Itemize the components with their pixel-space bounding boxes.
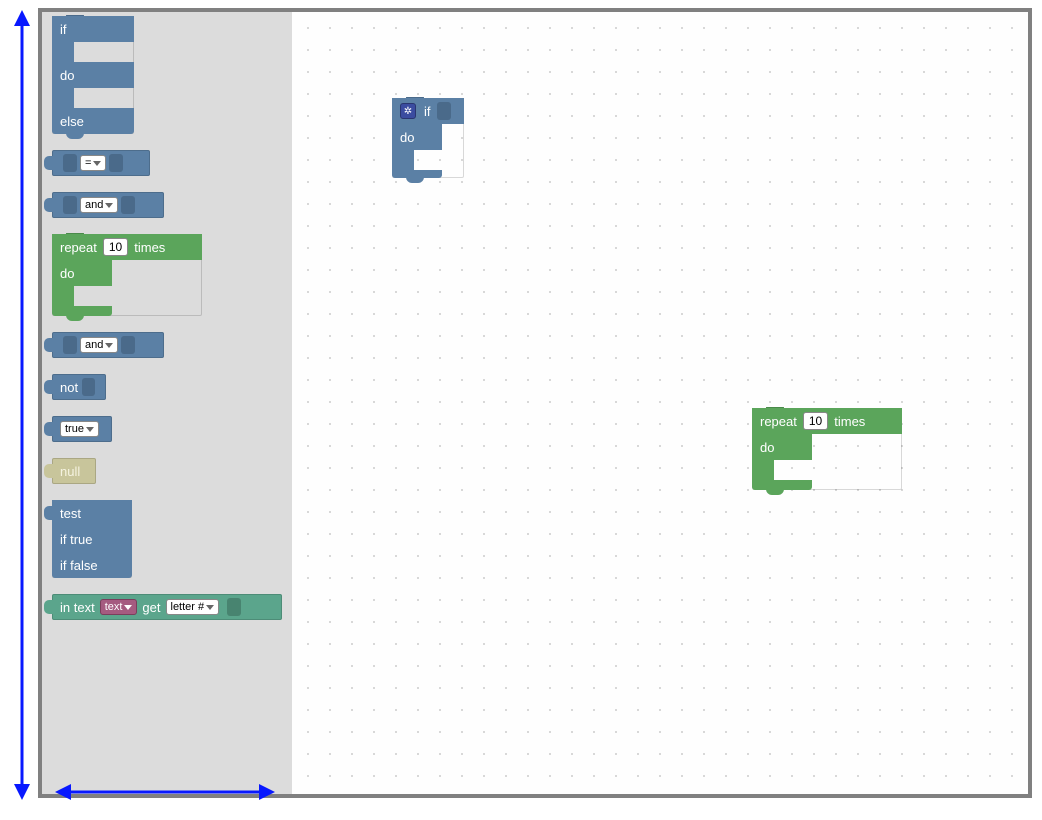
- and1-right-socket[interactable]: [121, 196, 135, 214]
- block-logic-and-1[interactable]: and: [52, 192, 164, 218]
- and1-left-socket[interactable]: [63, 196, 77, 214]
- label-null: null: [60, 464, 80, 479]
- label-repeat-do: do: [60, 266, 74, 281]
- label-do: do: [60, 68, 74, 83]
- var-dropdown[interactable]: text: [100, 599, 138, 615]
- label-times: times: [134, 240, 165, 255]
- canvas-label-times: times: [834, 414, 865, 429]
- compare-left-socket[interactable]: [63, 154, 77, 172]
- workspace: if do else: [38, 8, 1032, 798]
- label-test: test: [60, 506, 81, 521]
- boolean-dropdown[interactable]: true: [60, 421, 99, 437]
- canvas[interactable]: ✲ if do repeat 10 times: [292, 12, 1028, 794]
- repeat-count-field[interactable]: 10: [103, 238, 128, 256]
- horizontal-scroll-arrow-icon: [55, 782, 275, 802]
- compare-right-socket[interactable]: [109, 154, 123, 172]
- label-else: else: [60, 114, 84, 129]
- and1-op-dropdown[interactable]: and: [80, 197, 118, 213]
- and2-right-socket[interactable]: [121, 336, 135, 354]
- app-frame: if do else: [0, 0, 1042, 820]
- block-logic-and-2[interactable]: and: [52, 332, 164, 358]
- gear-icon[interactable]: ✲: [400, 103, 416, 119]
- if-cond-socket[interactable]: [437, 102, 451, 120]
- canvas-label-repeat: repeat: [760, 414, 797, 429]
- block-repeat-times[interactable]: repeat 10 times do: [52, 234, 202, 316]
- canvas-label-repeat-do: do: [760, 440, 774, 455]
- canvas-label-do: do: [400, 130, 414, 145]
- block-if-do-else[interactable]: if do else: [52, 16, 134, 134]
- and2-left-socket[interactable]: [63, 336, 77, 354]
- and2-op-dropdown[interactable]: and: [80, 337, 118, 353]
- label-get: get: [142, 600, 160, 615]
- label-repeat: repeat: [60, 240, 97, 255]
- label-in-text: in text: [60, 600, 95, 615]
- block-not[interactable]: not: [52, 374, 106, 400]
- label-not: not: [60, 380, 78, 395]
- block-ternary[interactable]: test if true if false: [52, 500, 132, 578]
- label-if: if: [60, 22, 67, 37]
- toolbox-panel: if do else: [42, 12, 292, 794]
- canvas-repeat-count-field[interactable]: 10: [803, 412, 828, 430]
- compare-op-dropdown[interactable]: =: [80, 155, 106, 171]
- label-if-true: if true: [60, 532, 93, 547]
- letter-mode-dropdown[interactable]: letter #: [166, 599, 220, 615]
- letter-index-socket[interactable]: [227, 598, 241, 616]
- canvas-if-block[interactable]: ✲ if do: [392, 98, 464, 178]
- block-boolean[interactable]: true: [52, 416, 112, 442]
- block-null[interactable]: null: [52, 458, 96, 484]
- not-socket[interactable]: [82, 378, 95, 396]
- canvas-label-if: if: [424, 104, 431, 119]
- canvas-repeat-block[interactable]: repeat 10 times do: [752, 408, 902, 490]
- block-compare[interactable]: =: [52, 150, 150, 176]
- block-in-text-get[interactable]: in text text get letter #: [52, 594, 282, 620]
- label-if-false: if false: [60, 558, 98, 573]
- vertical-scroll-arrow-icon: [12, 10, 32, 800]
